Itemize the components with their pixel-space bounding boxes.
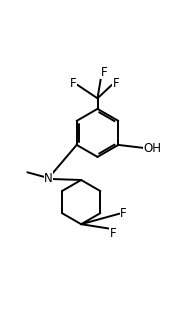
Text: F: F	[70, 78, 76, 91]
Text: OH: OH	[143, 142, 161, 155]
Text: N: N	[44, 171, 53, 184]
Text: F: F	[110, 227, 116, 240]
Text: F: F	[120, 206, 127, 219]
Text: F: F	[101, 66, 107, 79]
Text: F: F	[113, 78, 120, 91]
